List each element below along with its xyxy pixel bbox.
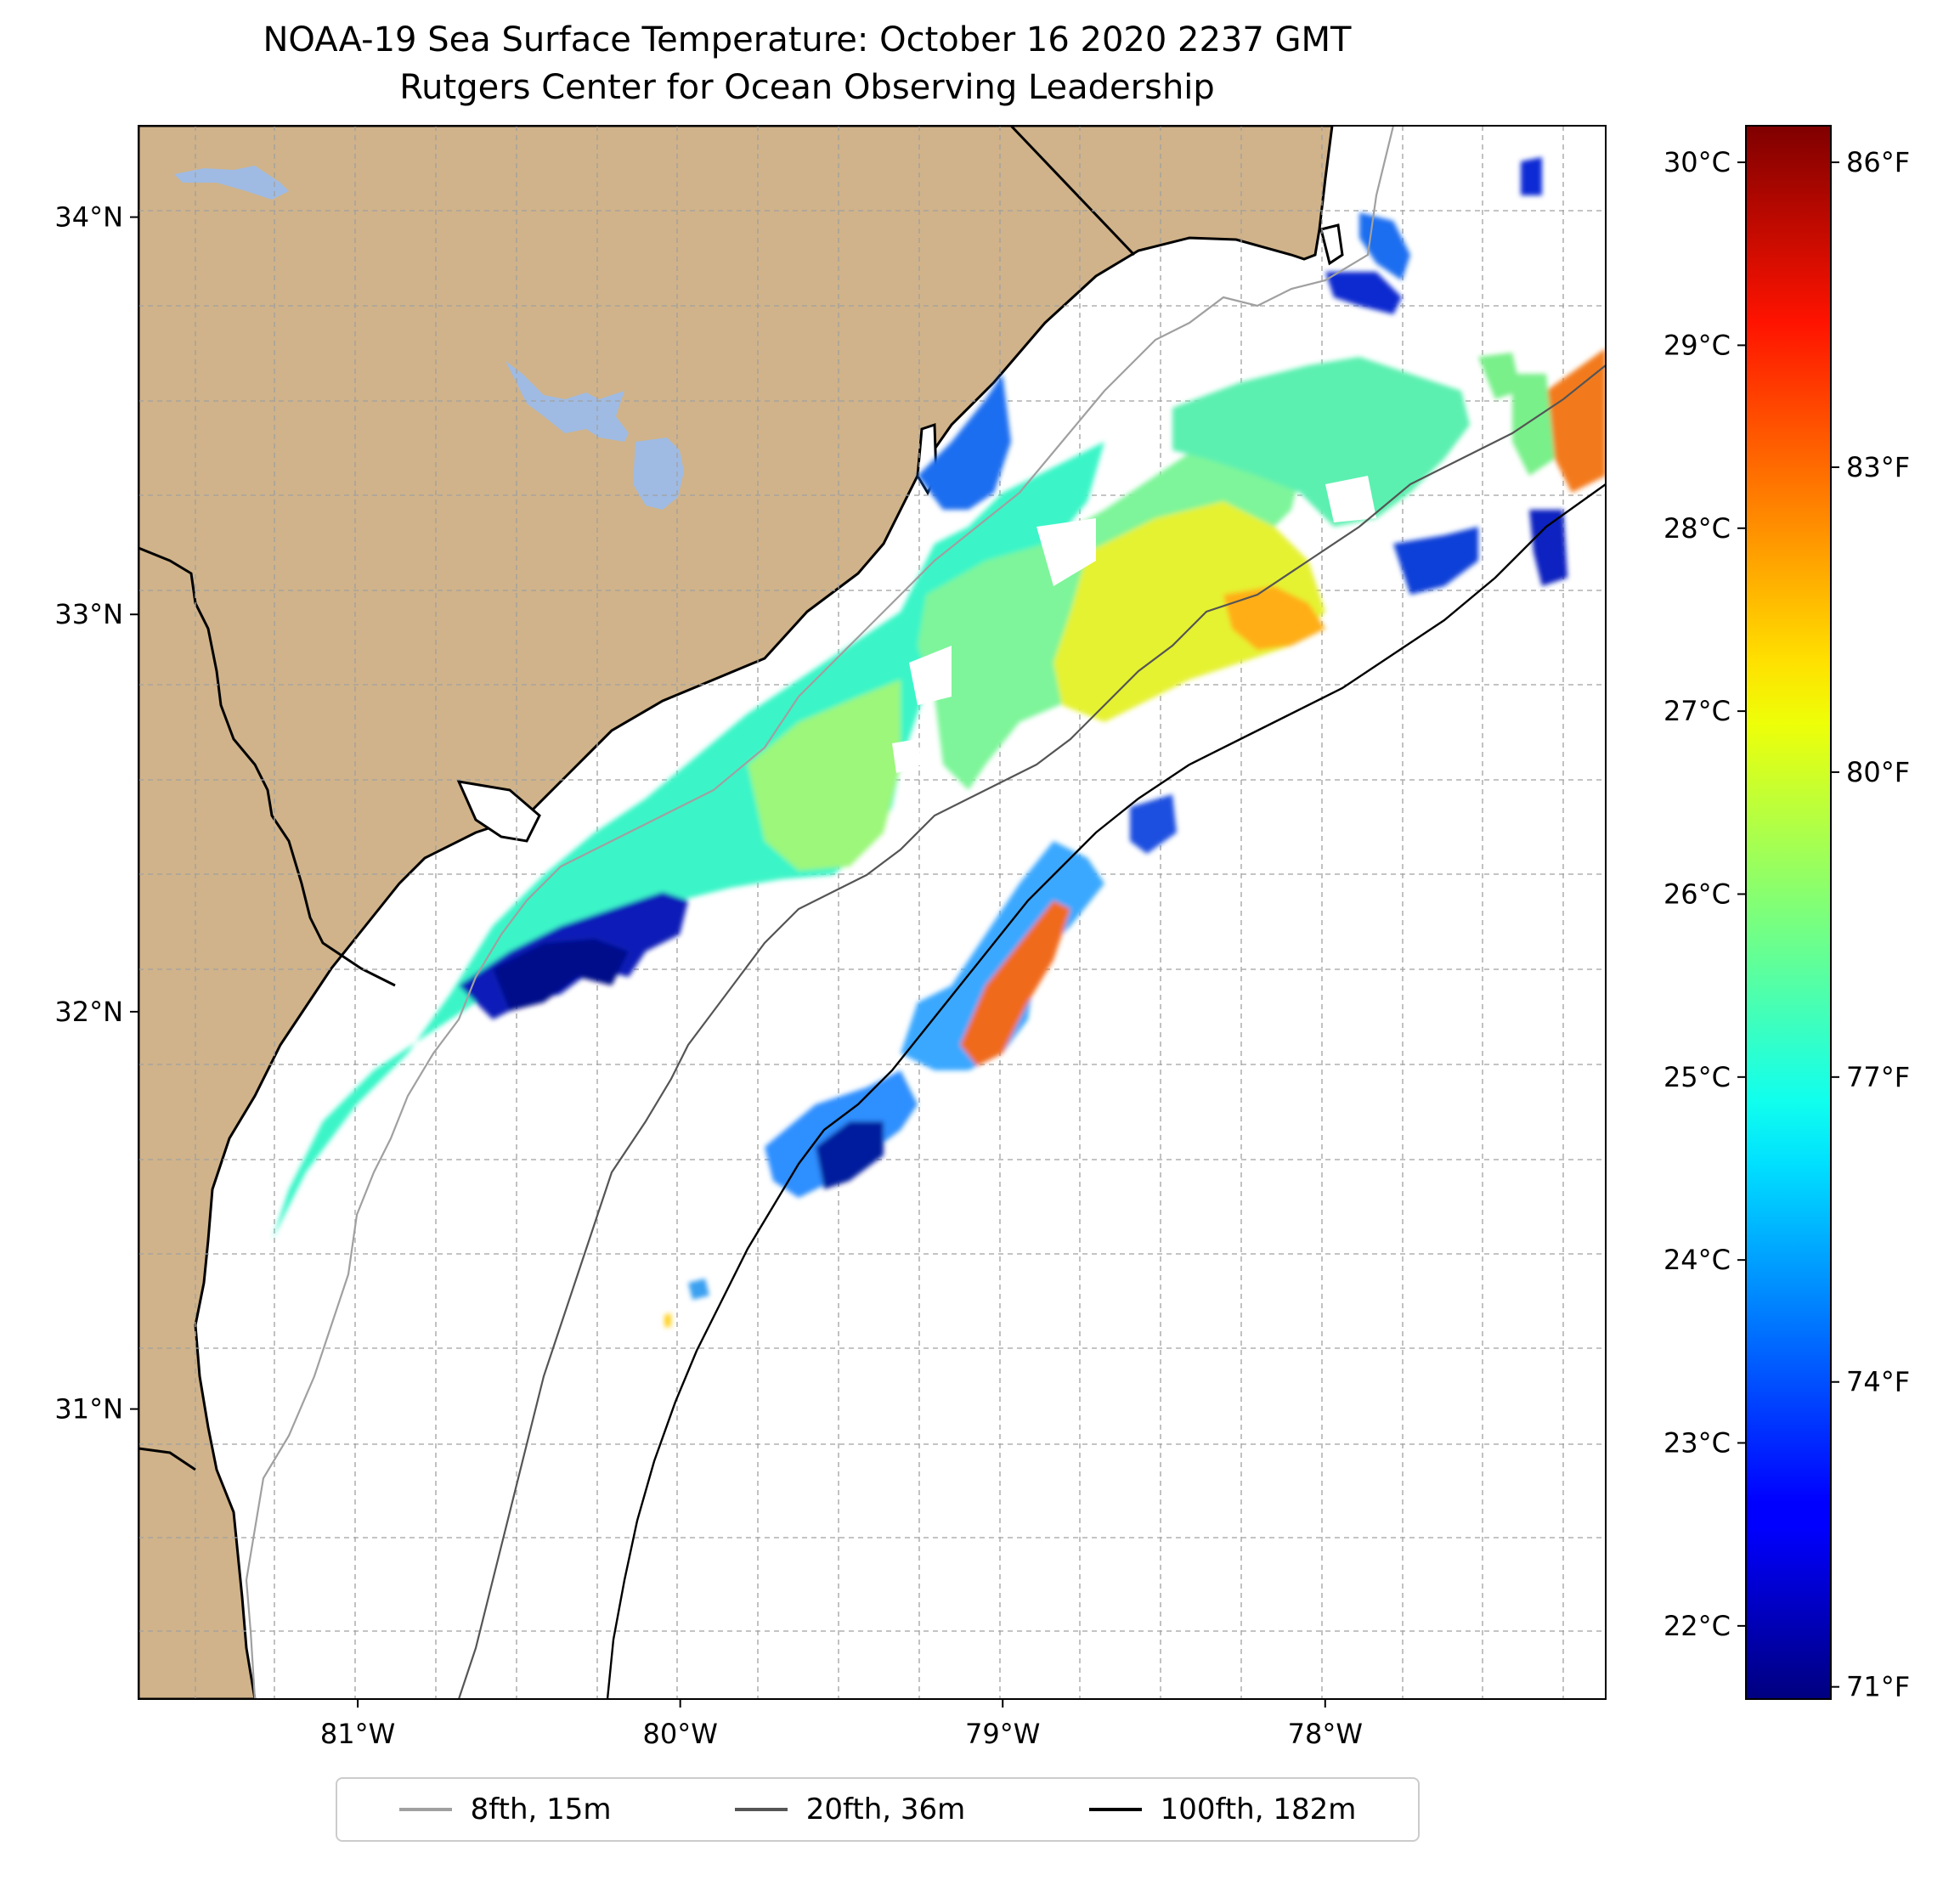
- inlet-shape: [1319, 223, 1344, 266]
- legend-label: 100fth, 182m: [1160, 1792, 1357, 1826]
- legend-item-100fth: 100fth, 182m: [1088, 1792, 1357, 1826]
- sst-patch-outer-shelf: [1172, 357, 1470, 527]
- lat-tick-label: 33°N: [54, 598, 123, 630]
- cloud-mask: [892, 476, 1376, 773]
- fahrenheit-tick-label: 74°F: [1846, 1366, 1910, 1398]
- legend-item-20fth: 20fth, 36m: [734, 1792, 966, 1826]
- legend-swatch: [398, 1808, 452, 1811]
- fahrenheit-tick-label: 77°F: [1846, 1061, 1910, 1093]
- lon-tick-label: 78°W: [1288, 1718, 1363, 1750]
- colorbar-fahrenheit-axis: 71°F 74°F 77°F 80°F 83°F 86°F: [1831, 146, 1910, 1703]
- legend-item-8fth: 8fth, 15m: [398, 1792, 612, 1826]
- isobath-100fth: [606, 483, 1606, 1699]
- sst-data-layer: [272, 157, 1606, 1327]
- lon-tick-label: 80°W: [642, 1718, 717, 1750]
- celsius-tick-label: 25°C: [1663, 1061, 1731, 1093]
- celsius-tick-label: 23°C: [1663, 1427, 1731, 1459]
- lake-shape: [174, 166, 289, 200]
- state-border: [138, 1447, 196, 1471]
- state-border: [138, 546, 396, 987]
- sst-patch-gulfstream-core: [960, 900, 1070, 1066]
- sst-patch-small: [1130, 794, 1177, 854]
- map-title: NOAA-19 Sea Surface Temperature: October…: [263, 20, 1352, 59]
- sst-patch-warm-shelf: [748, 680, 901, 871]
- celsius-tick-label: 24°C: [1663, 1244, 1731, 1276]
- sst-patch-small: [688, 1279, 709, 1300]
- lat-tick-label: 31°N: [54, 1393, 123, 1426]
- sst-patch-warm-core: [1223, 586, 1325, 650]
- celsius-tick-label: 26°C: [1663, 878, 1731, 910]
- isobath-8fth: [245, 126, 1395, 1699]
- lake-shape: [506, 361, 629, 442]
- land-mass: [138, 126, 1334, 1699]
- map-frame: [138, 125, 1607, 1700]
- longitude-axis: 81°W 80°W 79°W 78°W: [320, 1699, 1363, 1750]
- sst-patch-cold-offshore: [1529, 510, 1567, 586]
- celsius-tick-label: 29°C: [1663, 329, 1731, 361]
- sst-patch-gulfstream-east: [1546, 348, 1606, 493]
- sst-patch-small: [1521, 157, 1542, 195]
- fahrenheit-tick-label: 83°F: [1846, 451, 1910, 483]
- state-border: [1009, 126, 1136, 257]
- map-subtitle: Rutgers Center for Ocean Observing Leade…: [399, 68, 1215, 107]
- sst-patch-coastal-blue: [918, 374, 1011, 510]
- inlet-shape: [456, 780, 541, 843]
- lon-tick-label: 79°W: [965, 1718, 1040, 1750]
- sst-patch-gulfstream-edge: [1512, 374, 1555, 476]
- lat-tick-label: 32°N: [54, 996, 123, 1028]
- celsius-tick-label: 22°C: [1663, 1610, 1731, 1642]
- sst-patch-gulfstream-cold: [816, 1121, 884, 1189]
- celsius-tick-label: 27°C: [1663, 695, 1731, 727]
- sst-patch-small: [664, 1313, 671, 1327]
- lon-tick-label: 81°W: [320, 1718, 395, 1750]
- legend-label: 8fth, 15m: [470, 1792, 612, 1826]
- sst-patch-small: [1478, 353, 1521, 399]
- celsius-tick-label: 28°C: [1663, 512, 1731, 545]
- sst-patch-north-cold: [1325, 272, 1402, 314]
- isobath-20fth: [457, 364, 1606, 1699]
- isobath-legend: 8fth, 15m 20fth, 36m 100fth, 182m: [336, 1777, 1420, 1842]
- legend-label: 20fth, 36m: [805, 1792, 966, 1826]
- fahrenheit-tick-label: 86°F: [1846, 146, 1910, 178]
- sst-patch-nearshore: [272, 442, 1104, 1240]
- sst-patch-cold-edge: [493, 939, 629, 1011]
- fahrenheit-tick-label: 71°F: [1846, 1671, 1910, 1703]
- fahrenheit-tick-label: 80°F: [1846, 756, 1910, 788]
- map-panel: [138, 126, 1606, 1699]
- colorbar-celsius-axis: 22°C 23°C 24°C 25°C 26°C 27°C 28°C 29°C 30°C: [1663, 146, 1746, 1642]
- colorbar: [1745, 125, 1832, 1700]
- sst-patch-warm-shelf: [1053, 501, 1325, 722]
- sst-patch-cold-offshore: [1393, 527, 1478, 595]
- sst-patch-gulfstream-filament: [901, 841, 1104, 1070]
- latitude-axis: 34°N 33°N 32°N 31°N: [54, 201, 138, 1426]
- legend-swatch: [734, 1808, 788, 1811]
- lat-tick-label: 34°N: [54, 201, 123, 234]
- lake-shape: [633, 438, 684, 510]
- celsius-tick-label: 30°C: [1663, 146, 1731, 178]
- legend-swatch: [1088, 1808, 1142, 1811]
